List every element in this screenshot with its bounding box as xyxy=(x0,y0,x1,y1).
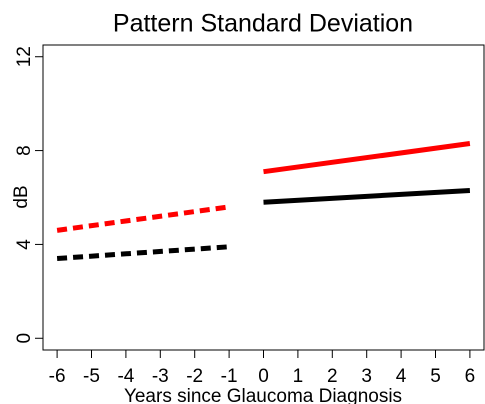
x-tick-label: 0 xyxy=(258,366,269,387)
x-tick-label: 2 xyxy=(327,366,338,387)
x-tick-label: 6 xyxy=(465,366,476,387)
x-tick-label: 5 xyxy=(430,366,441,387)
x-tick-label: -5 xyxy=(83,366,100,387)
y-tick-label: 4 xyxy=(14,239,35,250)
x-tick-label: 4 xyxy=(396,366,407,387)
series-line xyxy=(263,187,471,205)
series-line xyxy=(263,141,471,175)
plot-frame xyxy=(42,44,485,351)
y-axis-label: dB xyxy=(11,185,32,208)
series-line xyxy=(56,204,230,233)
x-tick-label: -6 xyxy=(49,366,66,387)
x-tick-label: -2 xyxy=(186,366,203,387)
x-tick-label: -4 xyxy=(117,366,134,387)
y-tick-label: 8 xyxy=(14,145,35,156)
x-tick-label: -3 xyxy=(152,366,169,387)
x-tick-label: 1 xyxy=(293,366,304,387)
y-tick-label: 0 xyxy=(14,333,35,344)
series-line xyxy=(56,244,230,261)
y-tick-label: 12 xyxy=(14,46,35,67)
chart-title: Pattern Standard Deviation xyxy=(113,10,413,38)
x-tick-label: 3 xyxy=(361,366,372,387)
x-axis-label: Years since Glaucoma Diagnosis xyxy=(124,386,402,404)
x-tick-label: -1 xyxy=(221,366,238,387)
